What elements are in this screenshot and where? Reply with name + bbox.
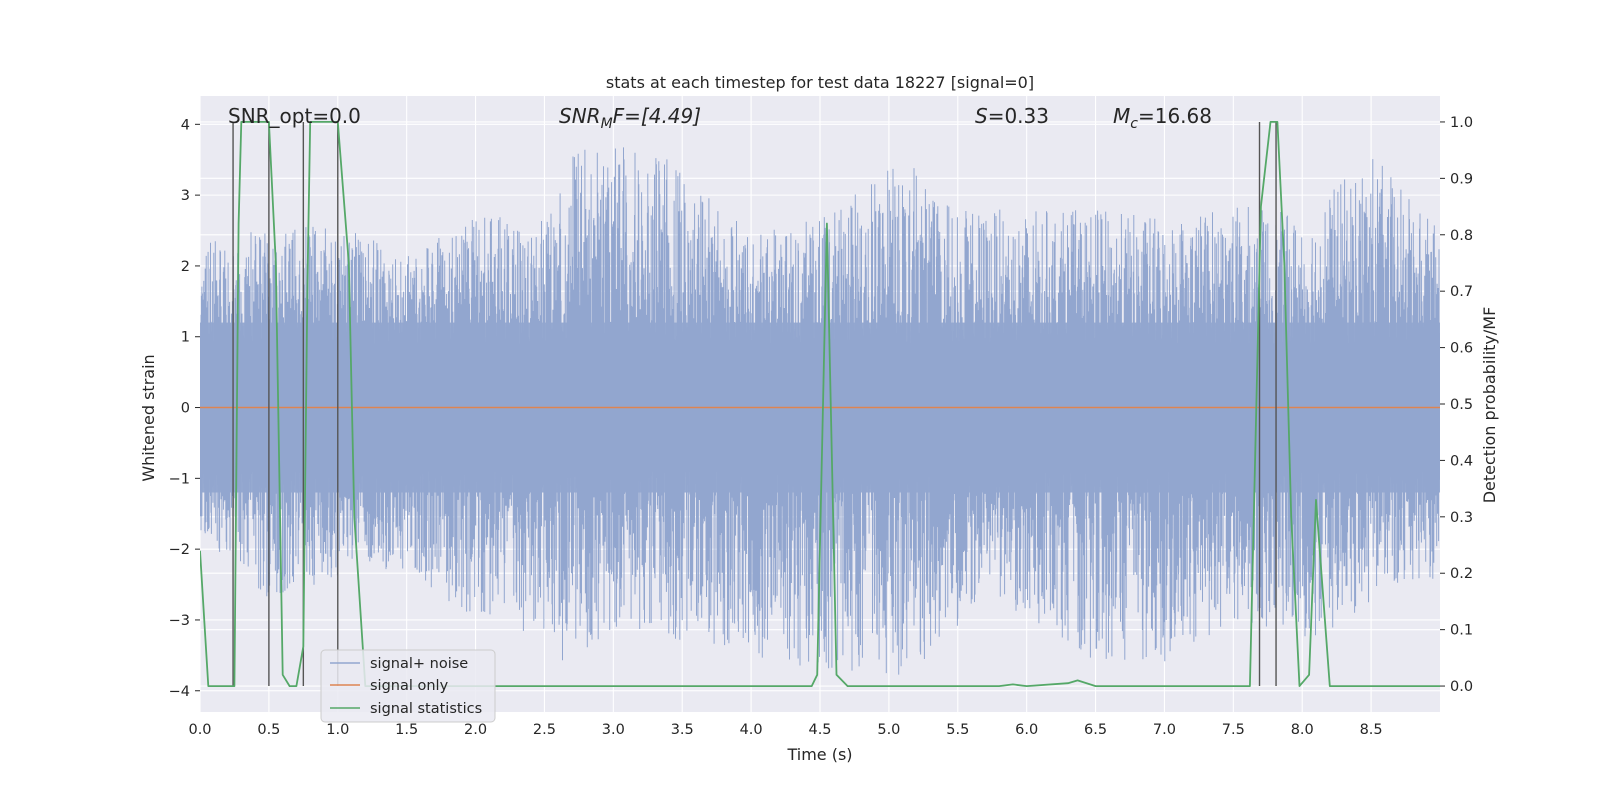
y2-tick-label: 0.6 bbox=[1450, 341, 1473, 357]
legend-label-signal: signal only bbox=[370, 678, 449, 694]
legend-label-stats: signal statistics bbox=[370, 701, 482, 717]
annotation-mc-symbol: M bbox=[1113, 104, 1130, 128]
annotation-mc-value: =16.68 bbox=[1138, 104, 1212, 128]
x-tick-label: 8.5 bbox=[1360, 722, 1383, 738]
y2-tick-label: 1.0 bbox=[1450, 115, 1473, 131]
y-tick-label: −3 bbox=[169, 613, 190, 629]
annotation-snr-opt: SNR_opt=0.0 bbox=[228, 104, 361, 128]
x-tick-label: 4.5 bbox=[808, 722, 831, 738]
x-tick-label: 4.0 bbox=[740, 722, 763, 738]
y-axis-ticks: 4 3 2 1 0 −1 −2 −3 −4 bbox=[169, 117, 200, 700]
y2-tick-label: 0.3 bbox=[1450, 510, 1473, 526]
x-tick-label: 3.0 bbox=[602, 722, 625, 738]
annotation-mc: Mc=16.68 bbox=[1113, 104, 1212, 132]
x-tick-label: 6.0 bbox=[1015, 722, 1038, 738]
x-tick-label: 6.5 bbox=[1084, 722, 1107, 738]
y2-tick-label: 0.8 bbox=[1450, 228, 1473, 244]
y2-tick-label: 0.2 bbox=[1450, 566, 1473, 582]
annotation-snr-mf-symbol: SNR bbox=[559, 104, 601, 128]
annotation-s-symbol: S bbox=[975, 104, 988, 128]
annotation-snr-mf-subscript: M bbox=[601, 116, 613, 132]
y-tick-label: 4 bbox=[181, 117, 190, 133]
x-tick-label: 2.5 bbox=[533, 722, 556, 738]
x-axis-label: Time (s) bbox=[786, 745, 852, 764]
annotation-s-value: =0.33 bbox=[988, 104, 1049, 128]
y-tick-label: 3 bbox=[181, 188, 190, 204]
annotation-snr-mf-value: F=[4.49] bbox=[613, 104, 701, 128]
y2-tick-label: 0.4 bbox=[1450, 453, 1473, 469]
signal-statistics-line bbox=[200, 121, 1440, 687]
y2-tick-label: 0.1 bbox=[1450, 623, 1473, 639]
y-tick-label: −2 bbox=[169, 542, 190, 558]
legend-box bbox=[320, 649, 496, 723]
annotation-mc-subscript: c bbox=[1130, 116, 1138, 132]
x-tick-label: 5.5 bbox=[946, 722, 969, 738]
y-tick-label: −4 bbox=[169, 684, 190, 700]
x-tick-label: 0.5 bbox=[257, 722, 280, 738]
y2-tick-label: 0.9 bbox=[1450, 171, 1473, 187]
x-tick-label: 1.5 bbox=[395, 722, 418, 738]
y2-tick-label: 0.7 bbox=[1450, 284, 1473, 300]
x-axis-ticks: 0.0 0.5 1.0 1.5 2.0 2.5 3.0 3.5 4.0 4.5 5.0 5.5 6.0 6… bbox=[188, 722, 1382, 738]
y2-axis-label: Detection probability/MF bbox=[1480, 307, 1499, 504]
x-tick-label: 5.0 bbox=[877, 722, 900, 738]
annotation-s: S=0.33 bbox=[975, 104, 1049, 128]
y-tick-label: 2 bbox=[181, 259, 190, 275]
x-tick-label: 8.0 bbox=[1291, 722, 1314, 738]
legend-label-noise: signal+ noise bbox=[370, 656, 468, 672]
y-tick-label: 0 bbox=[181, 401, 190, 417]
legend: signal+ noise signal only signal statist… bbox=[320, 649, 496, 723]
series-markers bbox=[232, 121, 1277, 687]
x-tick-label: 7.0 bbox=[1153, 722, 1176, 738]
y-tick-label: 1 bbox=[181, 330, 190, 346]
x-tick-label: 0.0 bbox=[188, 722, 211, 738]
y2-tick-label: 0.0 bbox=[1450, 679, 1473, 695]
chart-title: stats at each timestep for test data 182… bbox=[606, 73, 1034, 92]
y-axis-label: Whitened strain bbox=[139, 354, 158, 481]
y-tick-label: −1 bbox=[169, 471, 190, 487]
x-tick-label: 3.5 bbox=[671, 722, 694, 738]
y2-axis-ticks: 1.0 0.9 0.8 0.7 0.6 0.5 0.4 0.3 0.2 0.1 0.0 bbox=[1440, 115, 1473, 695]
y2-tick-label: 0.5 bbox=[1450, 397, 1473, 413]
series-signal-statistics bbox=[200, 121, 1440, 687]
annotation-snr-mf: SNRMF=[4.49] bbox=[559, 104, 701, 132]
x-tick-label: 1.0 bbox=[326, 722, 349, 738]
x-tick-label: 7.5 bbox=[1222, 722, 1245, 738]
x-tick-label: 2.0 bbox=[464, 722, 487, 738]
